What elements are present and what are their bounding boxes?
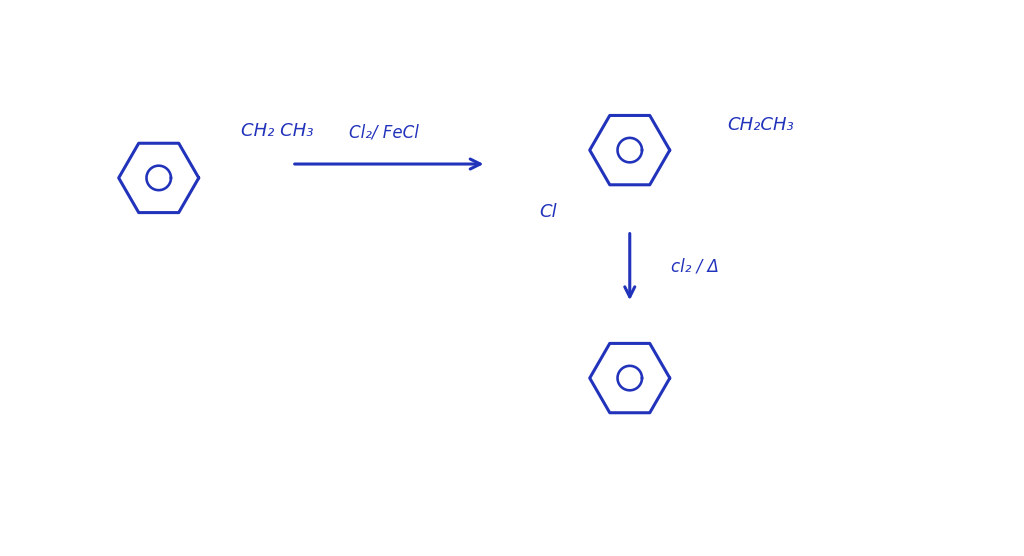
Text: Cl₂/ FeCl: Cl₂/ FeCl <box>349 124 419 142</box>
Text: CH₂ CH₃: CH₂ CH₃ <box>241 122 313 140</box>
Text: CH₂CH₃: CH₂CH₃ <box>727 116 794 134</box>
Text: cl₂ / Δ: cl₂ / Δ <box>671 258 719 276</box>
Text: Cl: Cl <box>539 203 557 221</box>
